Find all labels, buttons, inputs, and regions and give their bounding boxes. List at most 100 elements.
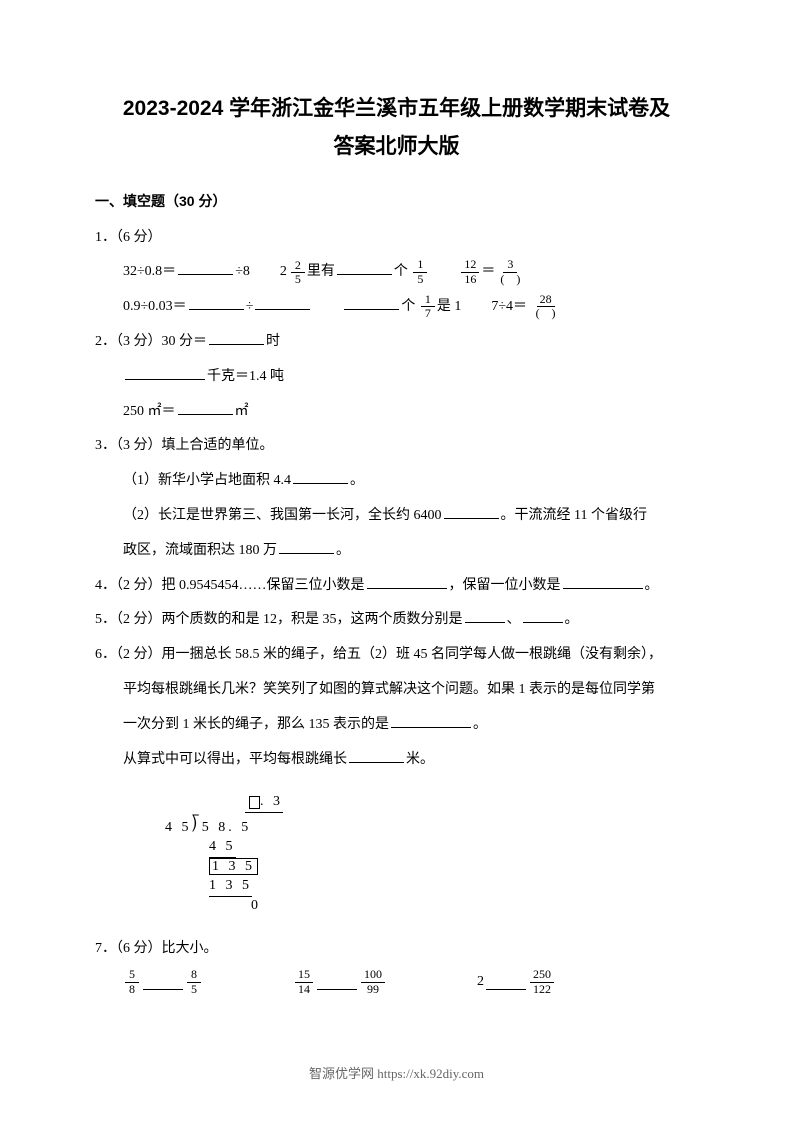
- q3-p2-line2: 政区，流域面积达 180 万 。: [95, 536, 698, 567]
- question-3: 3．（3 分）填上合适的单位。: [95, 431, 698, 462]
- q6-l3-suffix: 。: [473, 717, 487, 732]
- numerator: 8: [187, 968, 201, 982]
- blank: [125, 366, 205, 380]
- q1e-suffix: 是 1: [437, 299, 462, 314]
- numerator: 15: [295, 968, 313, 982]
- denominator: 122: [530, 983, 554, 996]
- q4-label: 4．（2 分）把 0.9545454……保留三位小数是: [95, 578, 365, 593]
- q1e-prefix: 个: [401, 299, 415, 314]
- q1-label: 1．（6 分）: [95, 230, 162, 245]
- blank: [178, 401, 233, 415]
- blank: [209, 331, 264, 345]
- exam-title-line2: 答案北师大版: [95, 128, 698, 166]
- q5-label: 5．（2 分）两个质数的和是 12，积是 35，这两个质数分别是: [95, 612, 463, 627]
- remainder: 0: [251, 898, 261, 913]
- blank: [523, 609, 563, 623]
- denominator: 14: [295, 983, 313, 996]
- divisor: 4 5: [165, 820, 192, 835]
- q1f-text: 7÷4＝: [491, 299, 527, 314]
- long-division-work: . 3 4 5⟌5 8. 5 4 5 1 3 5 1 3 5 0: [165, 793, 698, 915]
- blank: [349, 749, 404, 763]
- q7-item-3: 2 250 122: [477, 968, 556, 995]
- q2-l2-suffix: 千克＝1.4 吨: [207, 369, 284, 384]
- q4-mid: ，保留一位小数是: [449, 578, 561, 593]
- q2-l3-prefix: 250 ㎡＝: [123, 404, 176, 419]
- q1-part-f: 7÷4＝ 28 ( ): [491, 292, 560, 323]
- blank: [178, 261, 233, 275]
- q2-label: 2．（3 分）30 分＝: [95, 334, 207, 349]
- denominator: 99: [364, 983, 382, 996]
- numerator: 100: [361, 968, 385, 982]
- q1d-mid: ÷: [246, 299, 254, 314]
- numerator: 250: [530, 968, 554, 982]
- numerator: 28: [537, 293, 555, 307]
- question-1: 1．（6 分）: [95, 223, 698, 254]
- numerator: 3: [503, 258, 517, 272]
- denominator: 5: [413, 273, 427, 286]
- fraction: 15 14: [295, 968, 313, 995]
- question-2: 2．（3 分）30 分＝ 时: [95, 327, 698, 358]
- q3-p2: （2）长江是世界第三、我国第一长河，全长约 6400 。干流流经 11 个省级行: [95, 501, 698, 532]
- numerator: 2: [291, 259, 305, 273]
- blank: [391, 714, 471, 728]
- q1-row1: 32÷0.8＝÷8 2 2 5 里有个 1 5 12 16 ＝ 3 ( ): [95, 257, 698, 288]
- step3: 1 3 5: [209, 877, 252, 897]
- fraction: 100 99: [361, 968, 385, 995]
- q3-p2-text: （2）长江是世界第三、我国第一长河，全长约 6400: [123, 508, 442, 523]
- blank: [279, 540, 334, 554]
- q1-row2: 0.9÷0.03＝÷ 个 1 7 是 1 7÷4＝ 28 ( ): [95, 292, 698, 323]
- q7-item-1: 5 8 8 5: [123, 968, 203, 995]
- q1d-text: 0.9÷0.03＝: [123, 299, 187, 314]
- blank: [317, 974, 357, 990]
- q2-line3: 250 ㎡＝ ㎡: [95, 397, 698, 428]
- question-6: 6．（2 分）用一捆总长 58.5 米的绳子，给五（2）班 45 名同学每人做一…: [95, 640, 698, 671]
- quotient-rest: . 3: [260, 794, 283, 809]
- q7-item-2: 15 14 100 99: [293, 968, 387, 995]
- q3-p2-suffix: 。: [336, 543, 350, 558]
- q1-part-d: 0.9÷0.03＝ ÷: [123, 292, 312, 323]
- section-1-header: 一、填空题（30 分）: [95, 191, 698, 211]
- mixed-fraction: 2 2 5: [280, 257, 307, 288]
- denominator: 16: [461, 273, 479, 286]
- blank: [465, 609, 505, 623]
- page-footer: 智源优学网 https://xk.92diy.com: [0, 1063, 793, 1082]
- q2-line2: 千克＝1.4 吨: [95, 362, 698, 393]
- q3-p1-suffix: 。: [350, 473, 364, 488]
- denominator: ( ): [533, 307, 559, 320]
- q3-p1: （1）新华小学占地面积 4.4。: [95, 466, 698, 497]
- q6-l3-text: 一次分到 1 米长的绳子，那么 135 表示的是: [123, 717, 389, 732]
- blank: [444, 505, 499, 519]
- q6-l4-text: 从算式中可以得出，平均每根跳绳长: [123, 752, 347, 767]
- q6-line3: 一次分到 1 米长的绳子，那么 135 表示的是 。: [95, 710, 698, 741]
- fraction: 5 8: [125, 968, 139, 995]
- fraction: 12 16: [461, 258, 479, 285]
- numerator: 12: [461, 258, 479, 272]
- q7-row: 5 8 8 5 15 14 100 99 2 250 122: [95, 968, 698, 995]
- blank: [293, 470, 348, 484]
- numerator: 5: [125, 968, 139, 982]
- blank: [337, 261, 392, 275]
- denominator: 5: [291, 273, 305, 286]
- fraction: 28 ( ): [533, 293, 559, 320]
- quotient-box: [249, 796, 260, 809]
- denominator: 5: [187, 983, 201, 996]
- q1-part-b: 2 2 5 里有个 1 5: [280, 257, 430, 288]
- q1a-text: 32÷0.8＝: [123, 264, 176, 279]
- question-7: 7．（6 分）比大小。: [95, 934, 698, 965]
- q2-suffix: 时: [266, 334, 280, 349]
- q2-l3-suffix: ㎡: [235, 404, 249, 419]
- whole-part: 2: [280, 257, 287, 288]
- numerator: 1: [413, 258, 427, 272]
- question-5: 5．（2 分）两个质数的和是 12，积是 35，这两个质数分别是、。: [95, 605, 698, 636]
- exam-title-line1: 2023-2024 学年浙江金华兰溪市五年级上册数学期末试卷及: [95, 90, 698, 128]
- blank: [143, 974, 183, 990]
- blank: [189, 296, 244, 310]
- q3-p2-l2: 政区，流域面积达 180 万: [123, 543, 277, 558]
- q3-p2-mid: 。干流流经 11 个省级行: [501, 508, 647, 523]
- q1b-text2: 个: [394, 264, 408, 279]
- q6-line4: 从算式中可以得出，平均每根跳绳长米。: [95, 745, 698, 776]
- denominator: 7: [421, 307, 435, 320]
- fraction: 3 ( ): [497, 258, 523, 285]
- fraction: 8 5: [187, 968, 201, 995]
- denominator: ( ): [497, 273, 523, 286]
